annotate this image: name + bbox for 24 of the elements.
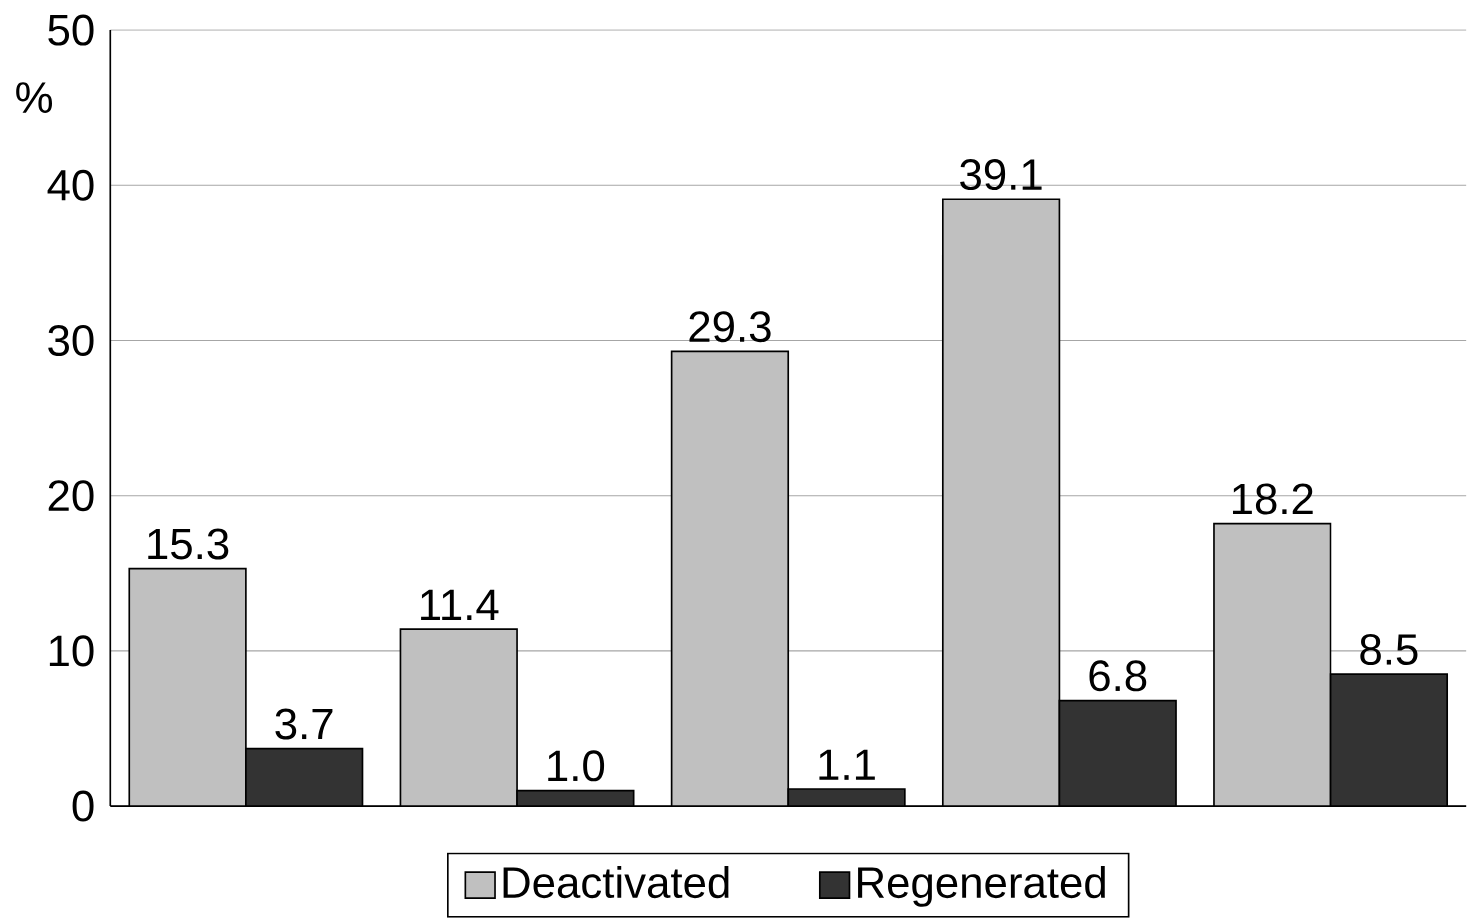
bar	[1213, 522, 1332, 807]
bar	[941, 198, 1061, 807]
data-label: 1.0	[548, 750, 605, 782]
y-axis-title: %	[16, 82, 52, 114]
bar	[399, 628, 518, 807]
data-label: 39.1	[960, 159, 1042, 191]
data-label: 3.7	[275, 708, 333, 740]
legend-label: Deactivated	[503, 866, 729, 899]
data-label: 11.4	[421, 590, 499, 621]
bar	[128, 567, 247, 807]
y-tick-label: 0	[72, 790, 94, 822]
y-tick-label: 10	[49, 635, 94, 667]
data-label: 6.8	[1089, 660, 1147, 692]
bar	[670, 350, 790, 807]
legend-label: Regenerated	[858, 866, 1105, 907]
data-label: 1.1	[819, 749, 875, 780]
data-label: 29.3	[689, 311, 771, 343]
y-tick-label: 50	[48, 14, 94, 46]
data-label: 15.3	[148, 528, 229, 560]
y-tick-label: 20	[48, 480, 94, 512]
data-label: 8.5	[1360, 634, 1418, 666]
y-tick-label: 30	[48, 325, 94, 357]
data-label: 18.2	[1232, 483, 1313, 515]
y-tick-label: 40	[47, 169, 94, 201]
